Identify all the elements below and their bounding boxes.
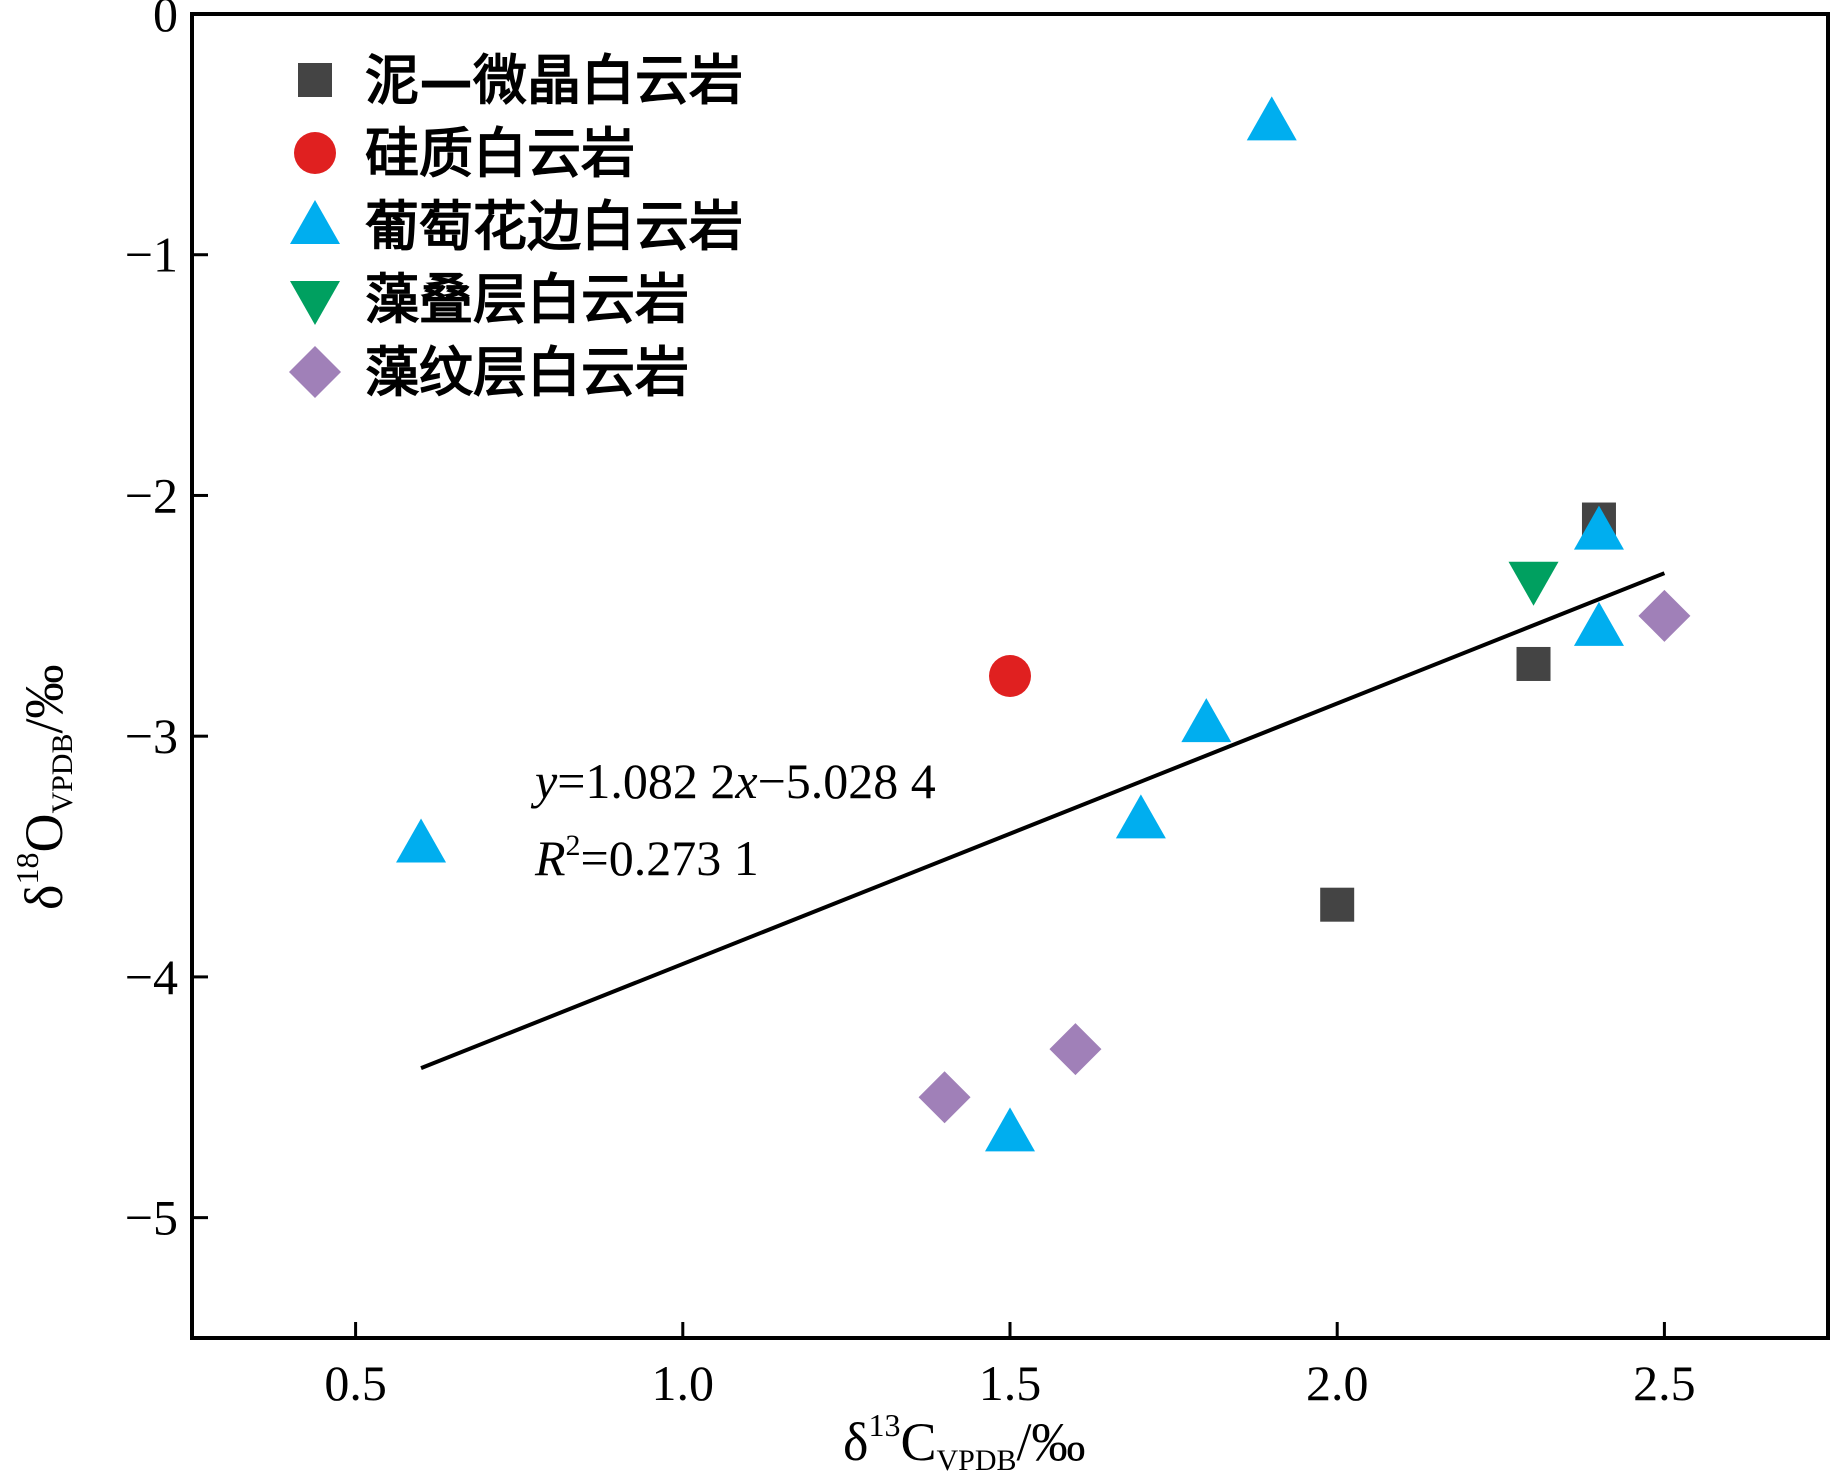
x-axis-label: δ13CVPDB/‰ — [843, 1407, 1086, 1477]
legend-marker-triangle-down — [290, 281, 340, 325]
diamond-point — [918, 1071, 971, 1124]
regression-equation: y=1.082 2x−5.028 4 — [530, 753, 936, 809]
y-tick-label: −2 — [125, 467, 178, 523]
legend-label: 硅质白云岩 — [365, 122, 635, 185]
triangle-up-point — [1573, 601, 1624, 646]
triangle-up-point — [1573, 505, 1624, 550]
x-tick-label: 1.0 — [652, 1355, 715, 1411]
triangle-up-point — [396, 818, 447, 863]
x-tick-label: 2.5 — [1633, 1355, 1696, 1411]
triangle-up-point — [1115, 794, 1166, 839]
legend-marker-diamond — [289, 346, 341, 398]
y-axis-label: δ18OVPDB/‰ — [9, 665, 79, 911]
y-tick-label: 0 — [153, 0, 178, 42]
triangle-up-point — [985, 1107, 1035, 1152]
legend-label: 葡萄花边白云岩 — [365, 195, 743, 258]
triangle-up-point — [1181, 698, 1232, 743]
legend-label: 藻叠层白云岩 — [365, 268, 689, 331]
legend-marker-triangle-up — [290, 200, 340, 244]
x-tick-label: 1.5 — [979, 1355, 1042, 1411]
x-tick-label: 0.5 — [324, 1355, 387, 1411]
triangle-down-point — [1508, 561, 1559, 606]
legend-marker-circle — [294, 132, 336, 174]
legend-label: 藻纹层白云岩 — [365, 341, 689, 404]
axis-ticks — [192, 12, 1666, 1338]
r-squared: R2=0.273 1 — [534, 829, 759, 886]
diamond-point — [1638, 589, 1691, 642]
diamond-point — [1049, 1023, 1102, 1076]
triangle-up-point — [1246, 96, 1297, 141]
square-point — [1516, 646, 1551, 681]
data-points — [396, 96, 1691, 1152]
y-tick-label: −1 — [125, 227, 178, 283]
square-point — [1320, 887, 1355, 922]
legend-marker-square — [298, 63, 332, 97]
y-tick-label: −5 — [125, 1190, 178, 1246]
x-tick-label: 2.0 — [1306, 1355, 1369, 1411]
tick-labels: 0.5 1.0 1.5 2.0 2.5 0 −1 −2 −3 −4 −5 — [125, 0, 1696, 1411]
legend-label: 泥—微晶白云岩 — [365, 49, 743, 112]
y-tick-label: −4 — [125, 949, 178, 1005]
regression-line — [420, 571, 1666, 1071]
circle-point — [989, 655, 1031, 697]
y-tick-label: −3 — [125, 708, 178, 764]
